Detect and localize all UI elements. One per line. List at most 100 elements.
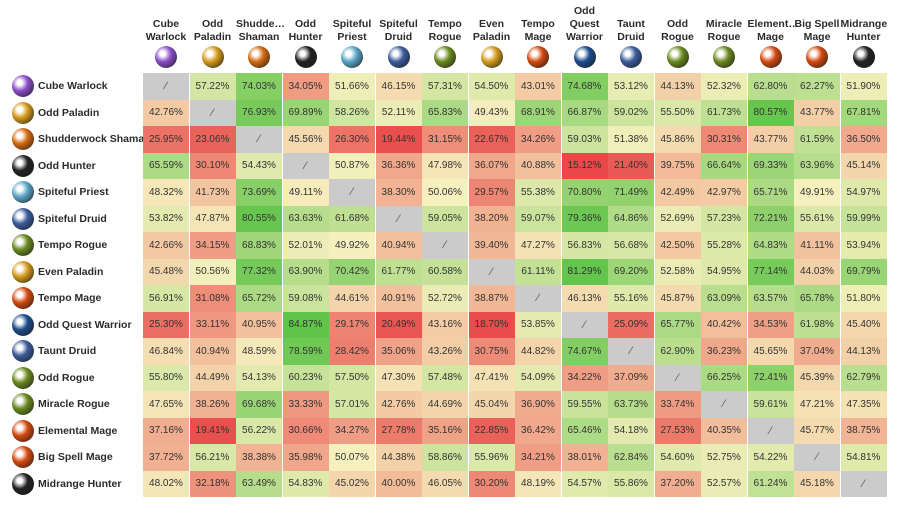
winrate-cell[interactable]: 77.32% [236, 258, 282, 285]
winrate-cell[interactable]: 46.15% [375, 73, 422, 100]
winrate-cell[interactable]: 34.21% [515, 444, 561, 471]
col-header-odd-quest-warrior[interactable]: Odd Quest Warrior [562, 5, 608, 68]
winrate-cell[interactable]: 63.57% [747, 285, 794, 312]
winrate-cell[interactable]: 57.31% [422, 73, 468, 100]
winrate-cell[interactable]: 40.88% [515, 152, 561, 179]
mirror-matchup-cell[interactable]: ⁄ [143, 73, 189, 100]
winrate-cell[interactable]: 62.90% [654, 338, 701, 365]
winrate-cell[interactable]: 63.96% [794, 152, 840, 179]
winrate-cell[interactable]: 49.11% [282, 179, 329, 206]
col-header-cube-warlock[interactable]: Cube Warlock [143, 16, 189, 68]
winrate-cell[interactable]: 55.96% [468, 444, 515, 471]
winrate-cell[interactable]: 25.09% [608, 311, 654, 338]
winrate-cell[interactable]: 57.22% [189, 73, 236, 100]
col-header-odd-hunter[interactable]: Odd Hunter [283, 16, 329, 68]
winrate-cell[interactable]: 52.58% [654, 258, 701, 285]
mirror-matchup-cell[interactable]: ⁄ [654, 364, 701, 391]
winrate-cell[interactable]: 61.59% [794, 126, 840, 153]
winrate-cell[interactable]: 52.75% [701, 444, 747, 471]
winrate-cell[interactable]: 37.09% [608, 364, 654, 391]
winrate-cell[interactable]: 65.77% [654, 311, 701, 338]
winrate-cell[interactable]: 51.80% [840, 285, 887, 312]
winrate-cell[interactable]: 48.59% [236, 338, 282, 365]
winrate-cell[interactable]: 81.29% [561, 258, 608, 285]
mirror-matchup-cell[interactable]: ⁄ [329, 179, 375, 206]
row-header-odd-paladin[interactable]: Odd Paladin [12, 100, 99, 126]
winrate-cell[interactable]: 34.22% [561, 364, 608, 391]
winrate-cell[interactable]: 32.18% [189, 470, 236, 497]
winrate-cell[interactable]: 25.30% [143, 311, 189, 338]
winrate-cell[interactable]: 78.59% [282, 338, 329, 365]
winrate-cell[interactable]: 36.90% [515, 391, 561, 418]
winrate-cell[interactable]: 44.13% [840, 338, 887, 365]
winrate-cell[interactable]: 39.75% [654, 152, 701, 179]
winrate-cell[interactable]: 35.06% [375, 338, 422, 365]
winrate-cell[interactable]: 54.57% [561, 470, 608, 497]
row-header-big-spell-mage[interactable]: Big Spell Mage [12, 444, 113, 470]
winrate-cell[interactable]: 54.95% [701, 258, 747, 285]
winrate-cell[interactable]: 58.26% [329, 99, 375, 126]
winrate-cell[interactable]: 47.65% [143, 391, 189, 418]
winrate-cell[interactable]: 57.50% [329, 364, 375, 391]
mirror-matchup-cell[interactable]: ⁄ [701, 391, 747, 418]
winrate-cell[interactable]: 57.23% [701, 205, 747, 232]
winrate-cell[interactable]: 50.07% [329, 444, 375, 471]
col-header-tempo-rogue[interactable]: Tempo Rogue [422, 16, 468, 68]
winrate-cell[interactable]: 40.95% [236, 311, 282, 338]
winrate-cell[interactable]: 38.87% [468, 285, 515, 312]
winrate-cell[interactable]: 37.04% [794, 338, 840, 365]
winrate-cell[interactable]: 54.97% [840, 179, 887, 206]
winrate-cell[interactable]: 65.83% [422, 99, 468, 126]
row-header-midrange-hunter[interactable]: Midrange Hunter [12, 471, 121, 497]
row-header-cube-warlock[interactable]: Cube Warlock [12, 73, 108, 99]
winrate-cell[interactable]: 22.67% [468, 126, 515, 153]
winrate-cell[interactable]: 45.48% [143, 258, 189, 285]
winrate-cell[interactable]: 46.84% [143, 338, 189, 365]
winrate-cell[interactable]: 65.78% [794, 285, 840, 312]
winrate-cell[interactable]: 80.57% [747, 99, 794, 126]
row-header-spiteful-druid[interactable]: Spiteful Druid [12, 206, 107, 232]
winrate-cell[interactable]: 62.84% [608, 444, 654, 471]
winrate-cell[interactable]: 76.93% [236, 99, 282, 126]
col-header-elemental-mage[interactable]: Element… Mage [748, 16, 799, 68]
winrate-cell[interactable]: 54.50% [468, 73, 515, 100]
winrate-cell[interactable]: 37.72% [143, 444, 189, 471]
winrate-cell[interactable]: 61.98% [794, 311, 840, 338]
winrate-cell[interactable]: 38.20% [468, 205, 515, 232]
row-header-tempo-mage[interactable]: Tempo Mage [12, 285, 101, 311]
col-header-odd-rogue[interactable]: Odd Rogue [655, 16, 701, 68]
winrate-cell[interactable]: 42.66% [143, 232, 189, 259]
winrate-cell[interactable]: 21.40% [608, 152, 654, 179]
winrate-cell[interactable]: 25.95% [143, 126, 189, 153]
winrate-cell[interactable]: 54.83% [282, 470, 329, 497]
row-header-odd-hunter[interactable]: Odd Hunter [12, 153, 96, 179]
winrate-cell[interactable]: 62.80% [747, 73, 794, 100]
winrate-cell[interactable]: 45.04% [468, 391, 515, 418]
winrate-cell[interactable]: 70.80% [561, 179, 608, 206]
winrate-cell[interactable]: 69.89% [282, 99, 329, 126]
winrate-cell[interactable]: 38.38% [236, 444, 282, 471]
winrate-cell[interactable]: 15.12% [561, 152, 608, 179]
winrate-cell[interactable]: 27.53% [654, 417, 701, 444]
winrate-cell[interactable]: 55.61% [794, 205, 840, 232]
winrate-cell[interactable]: 59.07% [515, 205, 561, 232]
winrate-cell[interactable]: 60.58% [422, 258, 468, 285]
winrate-cell[interactable]: 48.02% [143, 470, 189, 497]
winrate-cell[interactable]: 59.99% [840, 205, 887, 232]
winrate-cell[interactable]: 57.48% [422, 364, 468, 391]
winrate-cell[interactable]: 80.55% [236, 205, 282, 232]
winrate-cell[interactable]: 68.83% [236, 232, 282, 259]
winrate-cell[interactable]: 50.56% [189, 258, 236, 285]
mirror-matchup-cell[interactable]: ⁄ [189, 99, 236, 126]
mirror-matchup-cell[interactable]: ⁄ [747, 417, 794, 444]
mirror-matchup-cell[interactable]: ⁄ [608, 338, 654, 365]
winrate-cell[interactable]: 42.49% [654, 179, 701, 206]
winrate-cell[interactable]: 55.28% [701, 232, 747, 259]
winrate-cell[interactable]: 37.20% [654, 470, 701, 497]
row-header-spiteful-priest[interactable]: Spiteful Priest [12, 179, 109, 205]
winrate-cell[interactable]: 52.72% [422, 285, 468, 312]
winrate-cell[interactable]: 41.73% [189, 179, 236, 206]
winrate-cell[interactable]: 44.38% [375, 444, 422, 471]
winrate-cell[interactable]: 62.79% [840, 364, 887, 391]
winrate-cell[interactable]: 56.68% [608, 232, 654, 259]
